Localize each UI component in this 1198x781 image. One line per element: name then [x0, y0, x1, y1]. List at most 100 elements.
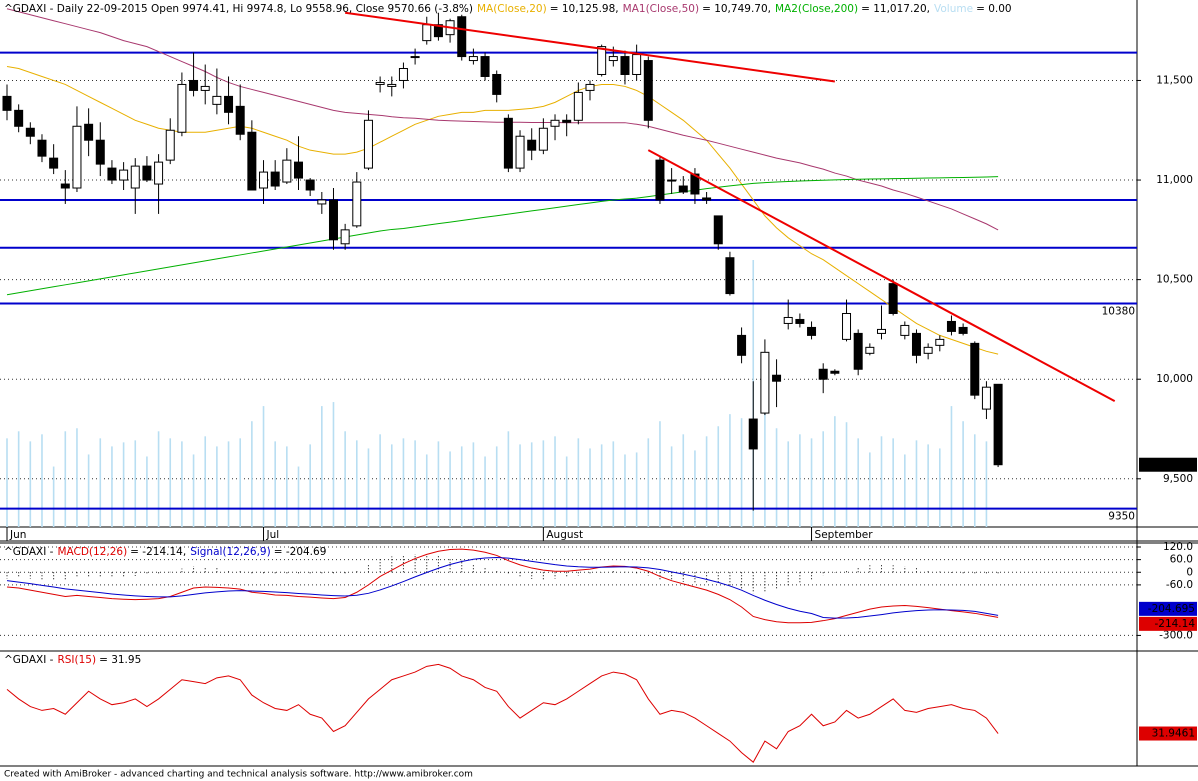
value-box [1139, 616, 1197, 631]
candle-body [678, 185, 688, 193]
indicator-line [6, 663, 999, 763]
value-box [1139, 726, 1197, 741]
legend-readout: = -214.14, [130, 546, 186, 558]
volume-bar [542, 440, 545, 527]
volume-bar [635, 452, 638, 527]
volume-bar [390, 444, 393, 527]
x-tick-label: August [546, 529, 583, 541]
candle-body [527, 139, 537, 151]
candle-body [818, 368, 828, 380]
candle-body [585, 83, 595, 91]
candle-body [340, 229, 350, 245]
candle-body [946, 320, 956, 332]
candle-body [725, 257, 735, 295]
y-tick-label: 10,500 [1156, 274, 1193, 286]
y-tick-label: -60.0 [1166, 579, 1193, 591]
candle-body [492, 73, 502, 95]
candle-body [235, 105, 245, 135]
candle-body [130, 165, 140, 189]
candle-body [468, 56, 478, 62]
candle-body [422, 24, 432, 42]
candle-body [911, 332, 921, 356]
volume-bar [985, 441, 988, 527]
volume-bar [460, 446, 463, 527]
volume-bar [670, 446, 673, 527]
volume-bar [437, 441, 440, 527]
title-text: ^GDAXI - [4, 654, 54, 666]
volume-bar [495, 446, 498, 527]
volume-bar [87, 454, 90, 527]
panel-title: ^GDAXI - Daily 22-09-2015 Open 9974.41, … [4, 3, 1012, 15]
y-tick-label: 9,500 [1163, 473, 1193, 485]
volume-bar [414, 440, 416, 527]
legend-readout: = 10,749.70, [702, 3, 771, 15]
candle-body [200, 85, 210, 91]
candle-body [538, 127, 548, 151]
candle-body [550, 119, 560, 127]
candle-body [690, 173, 700, 195]
volume-bar [729, 414, 731, 527]
volume-bar [52, 466, 55, 527]
candle-body [573, 91, 583, 121]
volume-bar [17, 431, 20, 527]
volume-bar [111, 446, 113, 527]
volume-bar [64, 431, 67, 527]
volume-bar [157, 431, 160, 527]
volume-bar [659, 421, 661, 527]
legend-name: Volume [934, 3, 973, 15]
candle-body [667, 179, 677, 182]
legend-readout: = -204.69 [274, 546, 327, 558]
candle-body [119, 169, 129, 181]
volume-bar [857, 438, 859, 527]
y-tick-label: 10,000 [1156, 373, 1193, 385]
candle-body [72, 125, 82, 189]
y-tick-label: -300.0 [1159, 629, 1193, 641]
volume-bar [612, 441, 615, 527]
candle-body [165, 129, 175, 161]
indicator-line [6, 557, 999, 619]
candle-body [387, 83, 397, 87]
candle-body [410, 56, 420, 59]
volume-bar [950, 406, 953, 527]
value-box [1139, 601, 1197, 616]
panel-title: ^GDAXI - MACD(12,26) = -214.14, Signal(12,2… [4, 546, 326, 558]
volume-bar [869, 452, 871, 527]
candle-body [352, 181, 362, 227]
y-tick-label: 11,500 [1156, 74, 1193, 86]
y-tick-label: 0 [1186, 566, 1193, 578]
candle-body [375, 81, 385, 85]
candle-body [270, 171, 280, 187]
last-price-label: 9,570.66 [1148, 459, 1195, 471]
volume-bar [775, 428, 778, 527]
trend-line [345, 11, 835, 83]
candle-body [830, 370, 840, 374]
volume-bar [799, 434, 801, 527]
moving-average-line [6, 176, 999, 296]
volume-bar [402, 438, 405, 527]
volume-bar [822, 431, 824, 527]
volume-bar [134, 440, 137, 527]
candle-body [842, 312, 852, 340]
level-label: 9350 [1108, 511, 1135, 523]
volume-bar [274, 441, 276, 527]
title-text: ^GDAXI - [4, 546, 54, 558]
volume-bar [227, 441, 230, 527]
candle-body [95, 139, 105, 165]
volume-bar [519, 444, 521, 527]
candle-body [282, 159, 292, 183]
candle-body [562, 119, 572, 123]
candle-body [60, 183, 70, 189]
candle-body [503, 117, 513, 169]
volume-bar [915, 440, 918, 527]
trend-line [647, 149, 1116, 403]
candle-body [702, 197, 712, 201]
volume-bar [904, 454, 906, 527]
candle-body [154, 161, 164, 185]
candle-body [643, 60, 653, 121]
candle-body [865, 346, 875, 354]
title-text: ^GDAXI - Daily 22-09-2015 Open 9974.41, … [4, 3, 473, 15]
candle-body [748, 418, 758, 450]
volume-bar [600, 444, 603, 527]
volume-bar [845, 422, 848, 527]
